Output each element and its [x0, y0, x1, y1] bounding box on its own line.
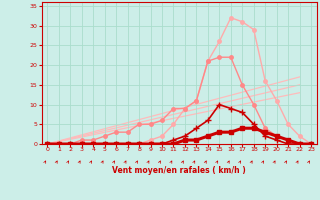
X-axis label: Vent moyen/en rafales ( km/h ): Vent moyen/en rafales ( km/h )	[112, 166, 246, 175]
